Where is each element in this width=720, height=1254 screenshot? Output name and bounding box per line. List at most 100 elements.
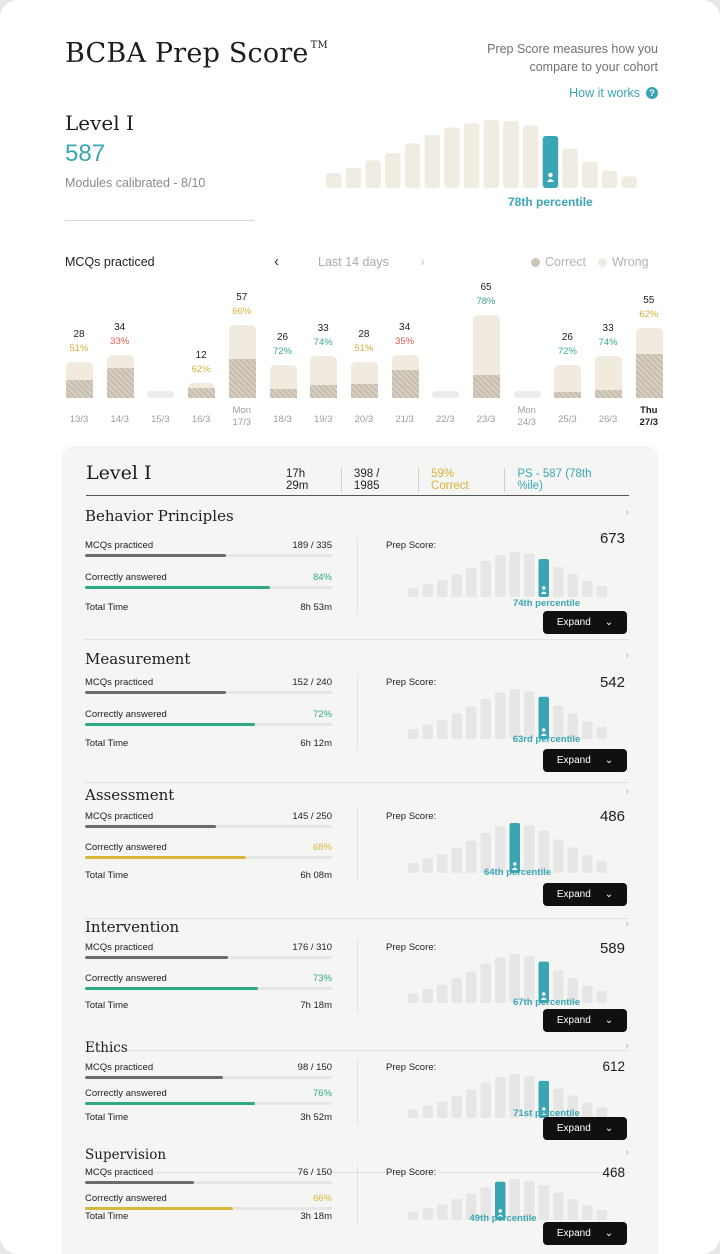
day-column[interactable]: 28 51% 13/3 (66, 0, 93, 440)
day-count: 33 (602, 322, 614, 334)
prep-score-value: 612 (602, 1059, 625, 1074)
distribution-bar (596, 991, 607, 1003)
day-column[interactable]: 15/3 (147, 0, 175, 440)
how-it-works-link[interactable]: How it works ? (569, 86, 658, 100)
distribution-bar (509, 1074, 520, 1118)
day-count: 28 (358, 329, 370, 341)
wrong-bar (228, 325, 256, 398)
user-icon (540, 586, 547, 594)
day-column[interactable]: 34 35% 21/3 (391, 0, 419, 440)
chevron-right-icon[interactable]: › (625, 786, 629, 798)
chevron-right-icon[interactable]: › (420, 253, 425, 270)
distribution-bar (503, 121, 519, 188)
mcqs-practiced-label: MCQs practiced (85, 540, 154, 551)
day-date: 25/3 (558, 414, 577, 425)
distribution-bar (567, 1199, 578, 1220)
expand-button[interactable]: Expand ⌄ (543, 611, 627, 634)
day-column[interactable]: 34 33% 14/3 (106, 0, 134, 440)
section-title: Supervision (85, 1147, 167, 1163)
correct-bar (310, 384, 338, 398)
legend-wrong-swatch (597, 258, 607, 267)
section-percentile: 74th percentile (512, 598, 581, 609)
distribution-bar (451, 1095, 462, 1118)
distribution-bar (422, 858, 433, 873)
day-label: 16/3 (176, 414, 226, 426)
prep-score-value: 468 (602, 1165, 625, 1180)
mcq-progress-track (85, 554, 332, 557)
expand-label: Expand (556, 755, 591, 766)
day-column[interactable]: 57 66% Mon 17/3 (228, 0, 256, 440)
expand-button[interactable]: Expand ⌄ (543, 1009, 627, 1032)
section-divider (357, 675, 358, 750)
total-time-value: 6h 12m (300, 738, 332, 749)
day-date: 24/3 (517, 417, 536, 428)
distribution-bar (596, 726, 607, 739)
day-column[interactable]: 65 78% 23/3 (473, 0, 500, 440)
day-count: 12 (195, 349, 207, 361)
day-column[interactable]: 26 72% 25/3 (554, 0, 582, 440)
day-column[interactable]: 28 51% 20/3 (350, 0, 378, 440)
distribution-bar (408, 588, 419, 597)
expand-button[interactable]: Expand ⌄ (543, 749, 627, 772)
chevron-right-icon[interactable]: › (625, 650, 629, 662)
expand-button[interactable]: Expand ⌄ (543, 883, 627, 906)
correct-progress-fill (85, 723, 256, 726)
section-card: Assessment › MCQs practiced 145 / 250 Correc… (84, 786, 629, 919)
day-date: 27/3 (639, 417, 659, 428)
expand-button[interactable]: Expand ⌄ (543, 1222, 627, 1245)
day-column[interactable]: 33 74% 26/3 (595, 0, 623, 440)
day-percent: 74% (598, 336, 618, 348)
distribution-bar (553, 1088, 564, 1118)
day-column[interactable]: 12 62% 16/3 (188, 0, 216, 440)
day-percent: 51% (354, 343, 374, 355)
correct-progress-track (85, 1207, 332, 1210)
day-column[interactable]: 26 72% 18/3 (269, 0, 297, 440)
section-card: Ethics › MCQs practiced 98 / 150 Correctly a… (84, 1040, 629, 1173)
section-distribution-chart (408, 1074, 607, 1118)
day-count: 55 (643, 294, 655, 306)
prep-score-value: 589 (599, 940, 625, 957)
section-distribution-chart (408, 954, 607, 1003)
chevron-left-icon[interactable]: ‹ (274, 253, 279, 270)
prep-score-label: Prep Score: (386, 677, 437, 688)
day-date: 19/3 (313, 414, 333, 425)
prep-score-label: Prep Score: (386, 811, 437, 822)
panel-level-title: Level I (86, 462, 152, 484)
correctly-answered-label: Correctly answered (85, 572, 167, 583)
distribution-bar (524, 825, 535, 873)
expand-button[interactable]: Expand ⌄ (543, 1117, 627, 1140)
day-label: 25/3 (542, 414, 592, 426)
chevron-right-icon[interactable]: › (625, 1147, 629, 1159)
distribution-bar (408, 993, 419, 1003)
day-date: 26/3 (598, 414, 618, 425)
distribution-bar (437, 1101, 448, 1118)
day-column[interactable]: 22/3 (432, 0, 460, 440)
day-column[interactable]: 33 74% 19/3 (310, 0, 338, 440)
distribution-bar (480, 833, 491, 873)
day-label: 19/3 (298, 414, 348, 426)
mcq-progress-track (85, 691, 332, 694)
section-separator (84, 918, 629, 919)
distribution-bar-user (538, 559, 549, 597)
correct-progress-fill (85, 586, 271, 589)
distribution-bar (422, 1208, 433, 1220)
chevron-right-icon[interactable]: › (625, 1040, 629, 1052)
chevron-right-icon[interactable]: › (625, 507, 629, 519)
day-column[interactable]: 55 62% Thu 27/3 (635, 0, 663, 440)
distribution-bar (466, 1193, 477, 1220)
day-percent: 51% (69, 343, 89, 355)
correct-progress-fill (85, 1102, 256, 1105)
distribution-bar (582, 985, 593, 1003)
day-percent: 72% (557, 345, 577, 357)
chevron-right-icon[interactable]: › (625, 918, 629, 930)
section-separator (84, 1172, 629, 1173)
distribution-bar (567, 1095, 578, 1118)
day-date: 18/3 (273, 414, 292, 425)
mcqs-practiced-label: MCQs practiced (85, 1167, 154, 1178)
day-percent: 74% (313, 336, 333, 348)
day-column[interactable]: Mon 24/3 (513, 0, 541, 440)
day-weekday: Mon (232, 405, 252, 416)
distribution-bar (404, 143, 421, 188)
wrong-bar (188, 382, 216, 398)
day-label: Mon 24/3 (502, 405, 552, 429)
